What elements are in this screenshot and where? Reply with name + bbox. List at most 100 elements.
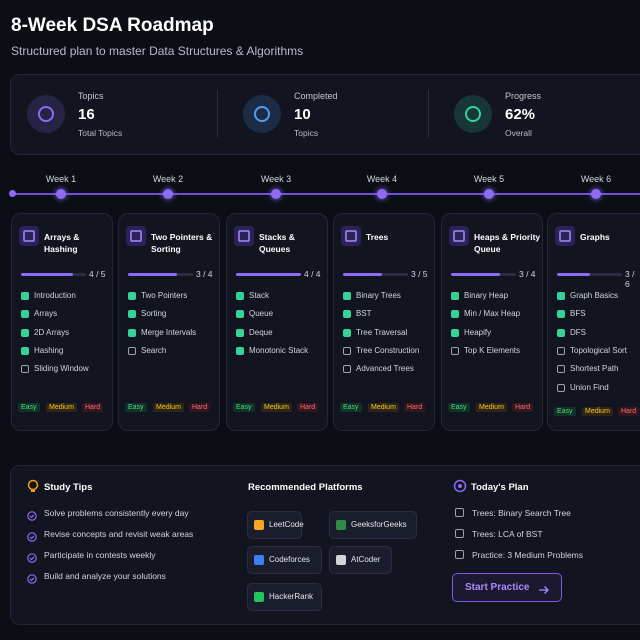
topic: DFS [570, 327, 586, 337]
checkbox[interactable] [21, 346, 29, 355]
topic: Introduction [34, 291, 76, 300]
topic: Deque [249, 327, 273, 337]
progress-label: 3 / 5 [411, 269, 428, 279]
stat-label: Progress [505, 91, 542, 101]
checkbox[interactable] [128, 328, 136, 337]
difficulty-tag: Easy [554, 407, 576, 416]
tip-check [27, 571, 37, 584]
difficulty-tag: Medium [368, 403, 399, 412]
difficulty-tag: Hard [404, 403, 426, 412]
week-card [11, 213, 113, 431]
checkbox[interactable] [557, 365, 565, 374]
topic: Two Pointers [141, 291, 188, 300]
section-title: Recommended Platforms [248, 482, 363, 493]
start-button-label: Start Practice [465, 582, 530, 593]
stat-caption: Total Topics [78, 128, 123, 138]
week-label: Week 3 [260, 174, 292, 184]
week-icon [449, 226, 469, 246]
tip: Build and analyze your solutions [44, 571, 166, 581]
difficulty-tag: Hard [618, 407, 640, 416]
week-card [547, 213, 640, 431]
tip: Participate in contests weekly [44, 550, 156, 560]
week-icon-glyph [555, 226, 575, 246]
checkbox[interactable] [451, 292, 459, 300]
progress-label: 3 / 4 [196, 269, 213, 279]
checkbox[interactable] [343, 328, 351, 337]
checkbox[interactable] [557, 383, 565, 392]
section-title: Study Tips [44, 482, 93, 493]
difficulty-tag: Easy [233, 403, 255, 412]
week-icon-glyph [234, 226, 254, 246]
week-dot [163, 189, 173, 199]
checkbox[interactable] [451, 310, 459, 319]
week-card [441, 213, 543, 431]
progress-label: 3 / 4 [519, 269, 536, 279]
week-icon-glyph [19, 226, 39, 246]
stat-value: 10 [294, 106, 311, 123]
checkbox[interactable] [343, 310, 351, 319]
checkbox[interactable] [128, 292, 136, 300]
stat-divider [217, 90, 218, 138]
week-dot [377, 189, 387, 199]
plan-checkbox[interactable] [455, 529, 464, 538]
platform-chip[interactable] [247, 511, 302, 539]
topic: Queue [249, 309, 274, 319]
topic: 2D Arrays [34, 327, 70, 337]
plan-checkbox[interactable] [455, 508, 464, 517]
week-label: Week 1 [45, 174, 77, 184]
checkbox[interactable] [557, 310, 565, 319]
topic: Tree Traversal [356, 327, 408, 337]
stat-value: 16 [78, 106, 95, 123]
difficulty-tag: Easy [448, 403, 470, 412]
difficulty-tag: Hard [189, 403, 211, 412]
tip-check-glyph [27, 574, 37, 584]
checkbox[interactable] [236, 328, 244, 337]
checkbox[interactable] [343, 365, 351, 374]
tip-check-glyph [27, 553, 37, 563]
start-button[interactable] [452, 573, 562, 602]
difficulty-tag: Hard [512, 403, 534, 412]
checkbox[interactable] [451, 328, 459, 337]
difficulty-tag: Medium [582, 407, 613, 416]
checkbox[interactable] [451, 346, 459, 355]
checkbox[interactable] [236, 310, 244, 319]
checkbox[interactable] [557, 292, 565, 300]
platform-name: AtCoder [351, 555, 381, 564]
checkbox[interactable] [21, 292, 29, 300]
week-label: Week 5 [473, 174, 505, 184]
tip-check [27, 550, 37, 563]
checkbox[interactable] [236, 346, 244, 355]
topic: Arrays [34, 309, 58, 319]
difficulty-tag: Medium [153, 403, 184, 412]
progress-label: 4 / 5 [89, 269, 106, 279]
plan-icon-glyph [453, 479, 467, 493]
week-icon-glyph [126, 226, 146, 246]
checkbox[interactable] [21, 310, 29, 319]
topic: Binary Heap [464, 291, 509, 300]
checkbox[interactable] [128, 310, 136, 319]
tip-check [27, 508, 37, 521]
topic: Stack [249, 291, 270, 300]
week-icon-glyph [341, 226, 361, 246]
week-title: Arrays & Hashing [44, 232, 80, 254]
week-card [333, 213, 435, 431]
topic: Union Find [570, 382, 609, 392]
plan-item: Trees: Binary Search Tree [472, 508, 571, 518]
week-icon-glyph [449, 226, 469, 246]
tip: Revise concepts and revisit weak areas [44, 529, 194, 539]
checkbox[interactable] [557, 328, 565, 337]
checkbox[interactable] [343, 292, 351, 300]
checkbox[interactable] [236, 292, 244, 300]
checkbox[interactable] [343, 346, 351, 355]
checkbox[interactable] [557, 346, 565, 355]
stat-label: Topics [78, 91, 104, 101]
plan-checkbox[interactable] [455, 550, 464, 559]
checkbox[interactable] [128, 346, 136, 355]
checkbox[interactable] [21, 328, 29, 337]
week-label: Week 6 [580, 174, 612, 184]
week-icon [555, 226, 575, 246]
checkbox[interactable] [21, 365, 29, 374]
stat-icon [454, 95, 492, 133]
topic: Sorting [141, 309, 167, 319]
difficulty-tag: Hard [82, 403, 104, 412]
